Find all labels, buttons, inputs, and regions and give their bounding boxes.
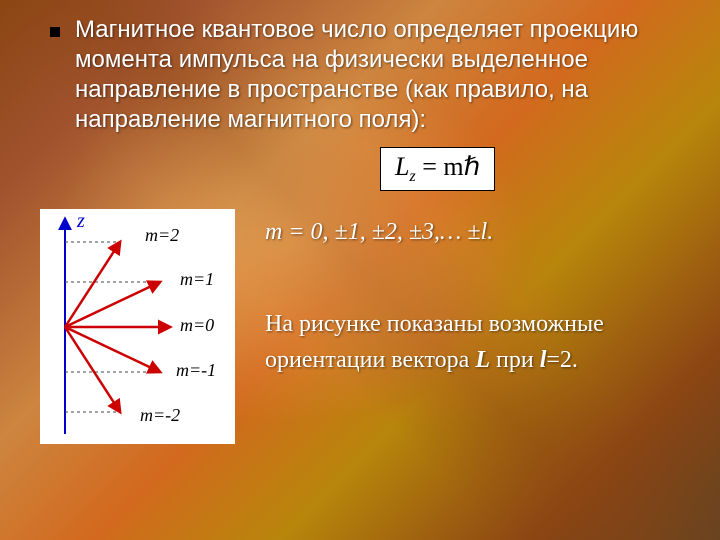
formula-eq: = mℏ: [416, 152, 480, 181]
caption-line1: На рисунке показаны возможные: [265, 311, 604, 337]
caption-line2a: ориентации вектора: [265, 347, 475, 373]
bullet-icon: [50, 27, 60, 37]
formula-box: Lz = mℏ: [380, 147, 495, 191]
svg-text:z: z: [76, 210, 85, 232]
caption-text: На рисунке показаны возможные ориентации…: [265, 306, 680, 378]
m-values-text: m = 0, ±1, ±2, ±3,… ±l.: [265, 219, 680, 246]
svg-text:m=2: m=2: [145, 225, 179, 245]
svg-text:m=1: m=1: [180, 269, 214, 289]
svg-text:m=-2: m=-2: [140, 405, 180, 425]
caption-line2b: при: [490, 347, 540, 373]
vector-diagram: z m=2 m=1 m=0 m=-1 m=-2: [40, 209, 235, 444]
svg-text:m=-1: m=-1: [176, 360, 216, 380]
main-paragraph: Магнитное квантовое число определяет про…: [75, 15, 680, 135]
caption-line2c: =2.: [546, 347, 578, 373]
caption-L: L: [475, 347, 490, 373]
formula-L: L: [395, 152, 409, 181]
svg-text:m=0: m=0: [180, 315, 214, 335]
